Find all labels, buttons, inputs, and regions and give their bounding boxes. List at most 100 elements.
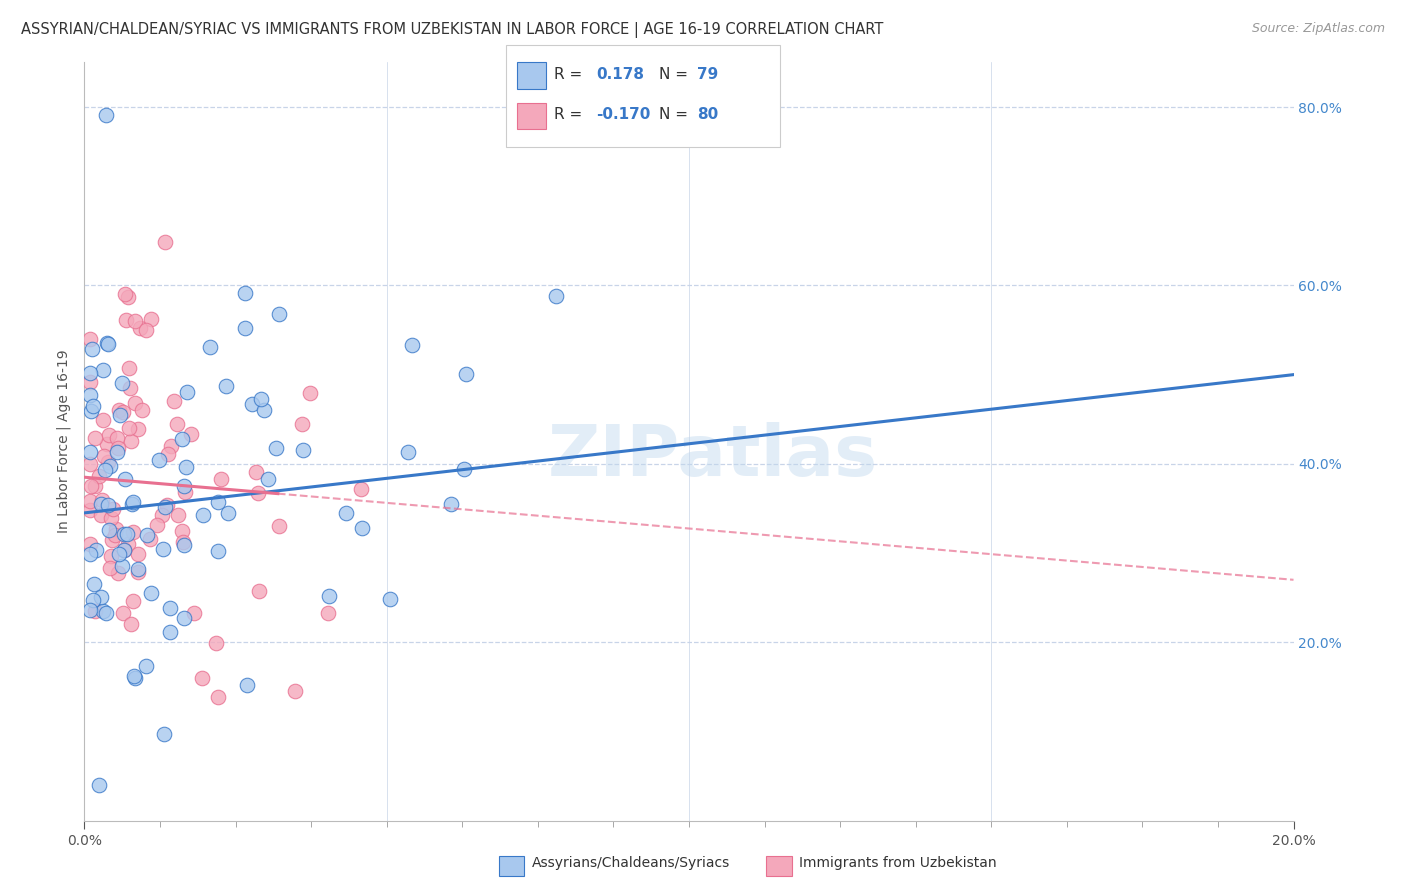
Point (159, 601, 181, 615)
Point (115, 526, 138, 541)
Point (96, 108, 118, 122)
Point (183, 606, 205, 620)
Point (104, 528, 127, 542)
Point (284, 684, 307, 698)
Point (153, 235, 176, 249)
Point (152, 542, 174, 557)
Point (173, 478, 195, 492)
Point (207, 544, 229, 558)
Point (80, 342, 103, 356)
Text: N =: N = (659, 67, 693, 81)
Point (176, 385, 198, 400)
Point (79, 503, 101, 517)
Point (174, 460, 197, 475)
Point (124, 313, 146, 327)
Point (350, 482, 373, 496)
Point (156, 498, 179, 512)
Point (191, 671, 214, 685)
Point (114, 286, 136, 301)
Point (253, 403, 276, 417)
Point (159, 439, 181, 453)
Point (121, 495, 143, 509)
Point (127, 547, 149, 561)
Point (136, 528, 159, 542)
Point (245, 465, 267, 479)
Point (124, 396, 146, 410)
Point (79, 445, 101, 459)
Point (79, 332, 101, 346)
Point (112, 526, 135, 541)
Point (79, 537, 101, 551)
Point (235, 320, 257, 334)
Point (108, 403, 131, 417)
Point (100, 511, 122, 525)
Point (100, 549, 122, 563)
Point (138, 532, 160, 546)
Point (120, 434, 142, 449)
Point (139, 585, 162, 599)
Text: N =: N = (659, 107, 693, 121)
Point (107, 566, 129, 580)
Point (350, 521, 373, 535)
Point (93, 413, 115, 427)
Text: -0.170: -0.170 (596, 107, 651, 121)
Point (155, 500, 177, 514)
Point (98, 560, 121, 574)
Point (135, 659, 157, 673)
Point (98, 427, 121, 442)
Point (79, 603, 101, 617)
Point (107, 441, 129, 455)
Text: 79: 79 (697, 67, 718, 81)
Point (93, 463, 115, 477)
Point (148, 453, 170, 467)
Point (209, 472, 232, 486)
Point (83, 431, 105, 445)
Point (233, 285, 256, 300)
Point (378, 592, 401, 607)
Point (291, 417, 314, 431)
Text: ASSYRIAN/CHALDEAN/SYRIAC VS IMMIGRANTS FROM UZBEKISTAN IN LABOR FORCE | AGE 16-1: ASSYRIAN/CHALDEAN/SYRIAC VS IMMIGRANTS F… (21, 22, 883, 38)
Point (127, 422, 149, 436)
Point (135, 323, 157, 337)
Point (173, 538, 195, 552)
Point (198, 340, 221, 354)
Point (156, 447, 179, 461)
Point (97, 499, 120, 513)
Point (163, 394, 186, 409)
Point (247, 583, 270, 598)
Point (112, 543, 135, 558)
Point (111, 606, 134, 620)
Point (170, 433, 193, 447)
Point (316, 606, 339, 620)
Point (267, 518, 290, 533)
Text: 80: 80 (697, 107, 718, 121)
Point (79, 388, 101, 402)
Point (107, 431, 129, 445)
Point (84, 604, 107, 618)
Point (127, 562, 149, 576)
Point (335, 506, 357, 520)
Text: Assyrians/Chaldeans/Syriacs: Assyrians/Chaldeans/Syriacs (531, 856, 730, 871)
Point (96, 606, 118, 620)
Point (172, 535, 194, 549)
Point (247, 486, 270, 500)
Point (120, 617, 142, 632)
Point (266, 441, 288, 455)
Point (90, 508, 112, 523)
Point (217, 506, 239, 520)
Point (111, 559, 134, 574)
Point (118, 421, 141, 435)
Point (96, 436, 118, 450)
Text: Source: ZipAtlas.com: Source: ZipAtlas.com (1251, 22, 1385, 36)
Point (453, 461, 475, 475)
Y-axis label: In Labor Force | Age 16-19: In Labor Force | Age 16-19 (56, 350, 72, 533)
Point (104, 522, 127, 536)
Point (90, 590, 112, 604)
Point (91, 362, 114, 376)
Point (117, 537, 139, 551)
Point (117, 290, 139, 304)
Point (267, 306, 290, 320)
Point (105, 445, 128, 459)
Point (79, 457, 101, 471)
Text: ZIPatlas: ZIPatlas (548, 422, 879, 491)
